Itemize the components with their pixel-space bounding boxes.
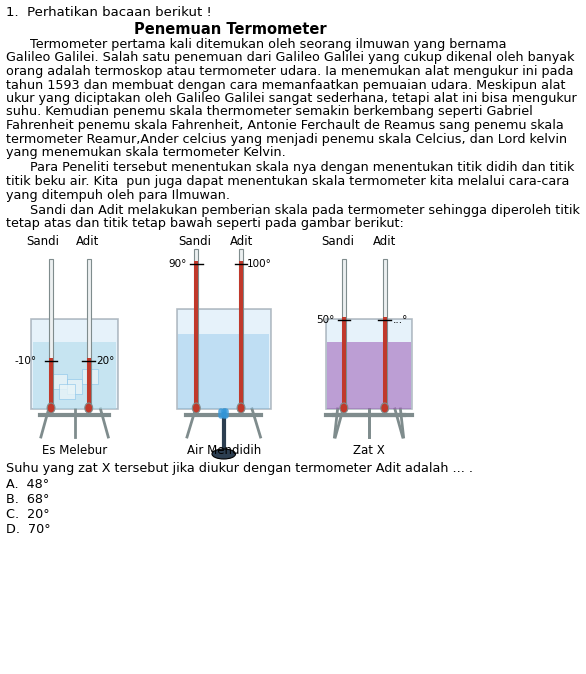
- Text: tahun 1593 dan membuat dengan cara memanfaatkan pemuaian udara. Meskipun alat: tahun 1593 dan membuat dengan cara meman…: [6, 78, 565, 92]
- Text: Air Mendidih: Air Mendidih: [186, 444, 261, 457]
- Text: C.  20°: C. 20°: [6, 508, 50, 521]
- Polygon shape: [32, 319, 118, 409]
- Bar: [83, 369, 98, 384]
- Bar: [383, 317, 387, 404]
- Text: 100°: 100°: [247, 259, 272, 270]
- Bar: [49, 259, 53, 404]
- Text: suhu. Kemudian penemu skala thermometer semakin berkembang seperti Gabriel: suhu. Kemudian penemu skala thermometer …: [6, 106, 533, 119]
- Bar: [383, 259, 387, 404]
- Bar: [195, 249, 198, 404]
- Text: orang adalah termoskop atau termometer udara. Ia menemukan alat mengukur ini pad: orang adalah termoskop atau termometer u…: [6, 65, 574, 78]
- Text: 1.  Perhatikan bacaan berikut !: 1. Perhatikan bacaan berikut !: [6, 6, 212, 19]
- Text: Adit: Adit: [230, 235, 254, 248]
- Bar: [51, 374, 67, 389]
- Polygon shape: [326, 319, 412, 409]
- Text: Suhu yang zat X tersebut jika diukur dengan termometer Adit adalah ... .: Suhu yang zat X tersebut jika diukur den…: [6, 462, 473, 475]
- Bar: [87, 259, 91, 404]
- Text: 90°: 90°: [169, 259, 187, 270]
- Text: Galileo Galilei. Salah satu penemuan dari Galileo Galilei yang cukup dikenal ole: Galileo Galilei. Salah satu penemuan dar…: [6, 51, 575, 65]
- Text: Zat X: Zat X: [353, 444, 385, 457]
- Bar: [342, 317, 346, 404]
- Text: Para Peneliti tersebut menentukan skala nya dengan menentukan titik didih dan ti: Para Peneliti tersebut menentukan skala …: [6, 162, 575, 175]
- Bar: [328, 342, 411, 409]
- Text: Adit: Adit: [76, 235, 100, 248]
- Text: Es Melebur: Es Melebur: [42, 444, 107, 457]
- Text: Sandi: Sandi: [27, 235, 60, 248]
- Bar: [178, 334, 270, 409]
- Bar: [59, 384, 74, 399]
- Text: Sandi dan Adit melakukan pemberian skala pada termometer sehingga diperoleh titi: Sandi dan Adit melakukan pemberian skala…: [6, 204, 580, 217]
- Text: -10°: -10°: [15, 356, 37, 365]
- Text: yang ditempuh oleh para Ilmuwan.: yang ditempuh oleh para Ilmuwan.: [6, 189, 230, 202]
- Circle shape: [192, 403, 200, 413]
- Circle shape: [47, 403, 55, 413]
- Bar: [87, 358, 91, 404]
- Text: tetap atas dan titik tetap bawah seperti pada gambar berikut:: tetap atas dan titik tetap bawah seperti…: [6, 218, 404, 231]
- Ellipse shape: [212, 449, 236, 459]
- Circle shape: [85, 403, 93, 413]
- Text: ukur yang diciptakan oleh Galileo Galilei sangat sederhana, tetapi alat ini bisa: ukur yang diciptakan oleh Galileo Galile…: [6, 92, 577, 105]
- Bar: [239, 249, 243, 404]
- Text: Fahrenheit penemu skala Fahrenheit, Antonie Ferchault de Reamus sang penemu skal: Fahrenheit penemu skala Fahrenheit, Anto…: [6, 119, 564, 132]
- Text: Adit: Adit: [373, 235, 396, 248]
- Text: 50°: 50°: [316, 315, 335, 325]
- Text: Termometer pertama kali ditemukan oleh seorang ilmuwan yang bernama: Termometer pertama kali ditemukan oleh s…: [6, 38, 507, 51]
- Polygon shape: [176, 309, 271, 409]
- Text: Sandi: Sandi: [321, 235, 354, 248]
- Bar: [342, 259, 346, 404]
- Text: D.  70°: D. 70°: [6, 523, 51, 536]
- Text: termometer Reamur,Ander celcius yang menjadi penemu skala Celcius, dan Lord kelv: termometer Reamur,Ander celcius yang men…: [6, 133, 567, 146]
- Text: ...°: ...°: [393, 315, 408, 325]
- Bar: [239, 262, 243, 404]
- Text: Penemuan Termometer: Penemuan Termometer: [134, 22, 326, 37]
- Circle shape: [381, 403, 389, 413]
- Text: 20°: 20°: [97, 356, 115, 365]
- Bar: [195, 262, 198, 404]
- Text: A.  48°: A. 48°: [6, 478, 49, 491]
- Bar: [49, 358, 53, 404]
- Text: Sandi: Sandi: [178, 235, 211, 248]
- Circle shape: [340, 403, 348, 413]
- Text: yang menemukan skala termometer Kelvin.: yang menemukan skala termometer Kelvin.: [6, 146, 286, 159]
- Text: B.  68°: B. 68°: [6, 493, 50, 506]
- Bar: [67, 379, 83, 394]
- Circle shape: [237, 403, 245, 413]
- Text: titik beku air. Kita  pun juga dapat menentukan skala termometer kita melalui ca: titik beku air. Kita pun juga dapat mene…: [6, 175, 570, 188]
- Bar: [33, 342, 116, 409]
